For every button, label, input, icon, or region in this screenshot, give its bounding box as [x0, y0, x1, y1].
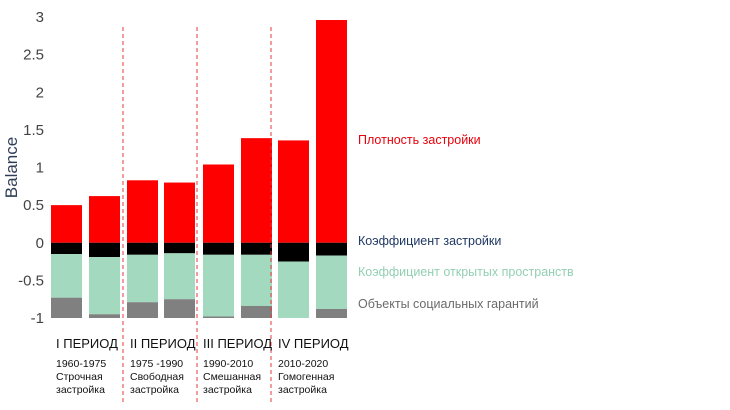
- y-tick-label: 1.5: [23, 122, 44, 139]
- period-title-1: I ПЕРИОД: [56, 336, 118, 351]
- period-title-2: II ПЕРИОД: [130, 336, 196, 351]
- period-desc-line1-1: Строчная: [56, 371, 103, 383]
- period-desc-line2-1: застройка: [56, 384, 105, 396]
- y-axis-title: Balance: [2, 137, 21, 198]
- y-tick-label: 3: [36, 9, 44, 26]
- y-tick-label: 0: [36, 235, 44, 252]
- legend-label-coverage: Коэффициент застройки: [358, 234, 501, 248]
- bar-segment-coverage-4: [164, 242, 195, 254]
- y-tick-label: -0.5: [18, 272, 44, 289]
- legend-label-open_space: Коэффициент открытых пространств: [358, 265, 574, 279]
- bar-segment-social-5: [203, 316, 234, 318]
- period-title-3: III ПЕРИОД: [203, 336, 272, 351]
- period-desc-line1-3: Смешанная: [203, 371, 261, 383]
- bar-segment-open_space-4: [164, 253, 195, 300]
- y-tick-label: -1: [31, 310, 44, 327]
- y-tick-label: 1: [36, 160, 44, 177]
- bar-segment-social-8: [316, 308, 347, 318]
- bar-segment-density-2: [89, 196, 120, 243]
- period-desc-line2-4: застройка: [278, 384, 327, 396]
- bar-segment-open_space-8: [316, 255, 347, 309]
- bar-segment-open_space-2: [89, 257, 120, 315]
- bar-segment-coverage-3: [127, 242, 158, 255]
- bar-segment-open_space-3: [127, 254, 158, 303]
- bar-segment-social-4: [164, 299, 195, 318]
- bar-segment-coverage-2: [89, 242, 120, 258]
- period-desc-line2-3: застройка: [203, 384, 252, 396]
- period-years-1: 1960-1975: [56, 358, 106, 370]
- bar-segment-open_space-1: [51, 254, 82, 298]
- bar-segment-density-5: [203, 164, 234, 243]
- bar-segment-coverage-6: [241, 242, 272, 255]
- bar-segment-coverage-5: [203, 242, 234, 255]
- period-years-3: 1990-2010: [203, 358, 253, 370]
- period-years-2: 1975 -1990: [130, 358, 183, 370]
- bar-segment-density-8: [316, 20, 347, 243]
- bar-segment-open_space-7: [278, 261, 309, 318]
- bar-segment-coverage-7: [278, 242, 309, 262]
- bar-segment-density-1: [51, 205, 82, 243]
- bar-segment-social-3: [127, 302, 158, 318]
- y-tick-label: 0.5: [23, 197, 44, 214]
- bar-segment-density-3: [127, 180, 158, 243]
- bar-segment-social-6: [241, 305, 272, 318]
- period-desc-line1-2: Свободная: [130, 371, 184, 383]
- bar-segment-density-4: [164, 182, 195, 243]
- y-tick-label: 2: [36, 84, 44, 101]
- bar-segment-coverage-8: [316, 242, 347, 256]
- legend-label-social: Объекты социальных гарантий: [358, 297, 539, 311]
- bar-segment-social-2: [89, 314, 120, 318]
- bar-segment-open_space-6: [241, 254, 272, 306]
- period-title-4: IV ПЕРИОД: [278, 336, 349, 351]
- legend-label-density: Плотность застройки: [358, 133, 481, 147]
- period-years-4: 2010-2020: [278, 358, 328, 370]
- period-desc-line1-4: Гомогенная: [278, 371, 334, 383]
- period-desc-line2-2: застройка: [130, 384, 179, 396]
- bar-segment-density-6: [241, 138, 272, 243]
- y-tick-label: 2.5: [23, 47, 44, 64]
- bar-segment-open_space-5: [203, 254, 234, 317]
- bar-segment-social-1: [51, 297, 82, 318]
- bar-segment-coverage-1: [51, 242, 82, 255]
- bar-segment-density-7: [278, 140, 309, 243]
